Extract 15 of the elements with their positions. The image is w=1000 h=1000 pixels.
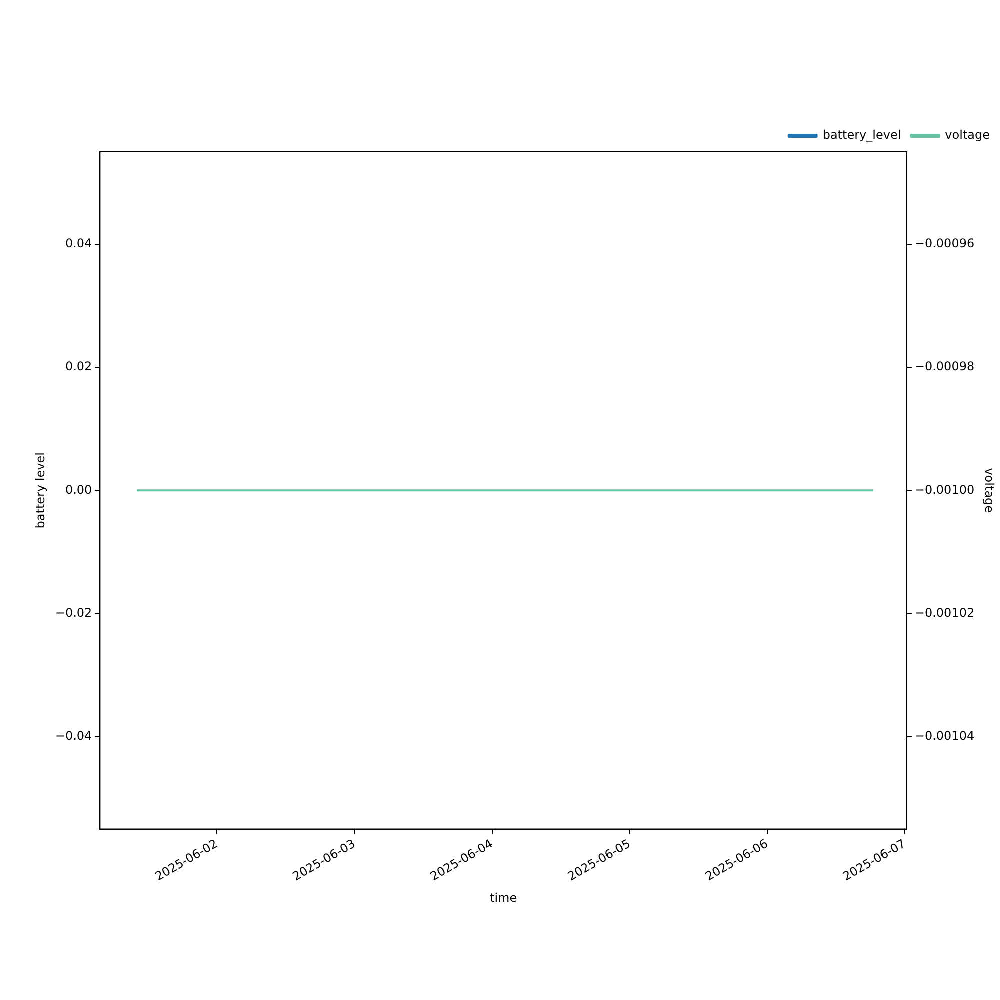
y-axis-title: battery level — [33, 452, 48, 529]
y-tick-label: −0.02 — [55, 606, 92, 620]
y-tick-label: 0.02 — [65, 360, 92, 374]
y2-tick-label: −0.00104 — [914, 729, 975, 744]
x-axis-title: time — [490, 890, 518, 905]
y-tick-label: 0.04 — [65, 236, 92, 250]
y-tick-label: 0.00 — [65, 482, 92, 497]
y2-tick-label: −0.00100 — [914, 482, 975, 497]
y2-tick-label: −0.00098 — [914, 360, 975, 374]
legend-label: voltage — [945, 128, 990, 142]
legend-label: battery_level — [822, 128, 902, 142]
y2-axis-title: voltage — [982, 468, 997, 514]
y2-tick-label: −0.00102 — [914, 606, 975, 620]
y2-tick-label: −0.00096 — [914, 236, 975, 250]
y-tick-label: −0.04 — [55, 729, 92, 744]
